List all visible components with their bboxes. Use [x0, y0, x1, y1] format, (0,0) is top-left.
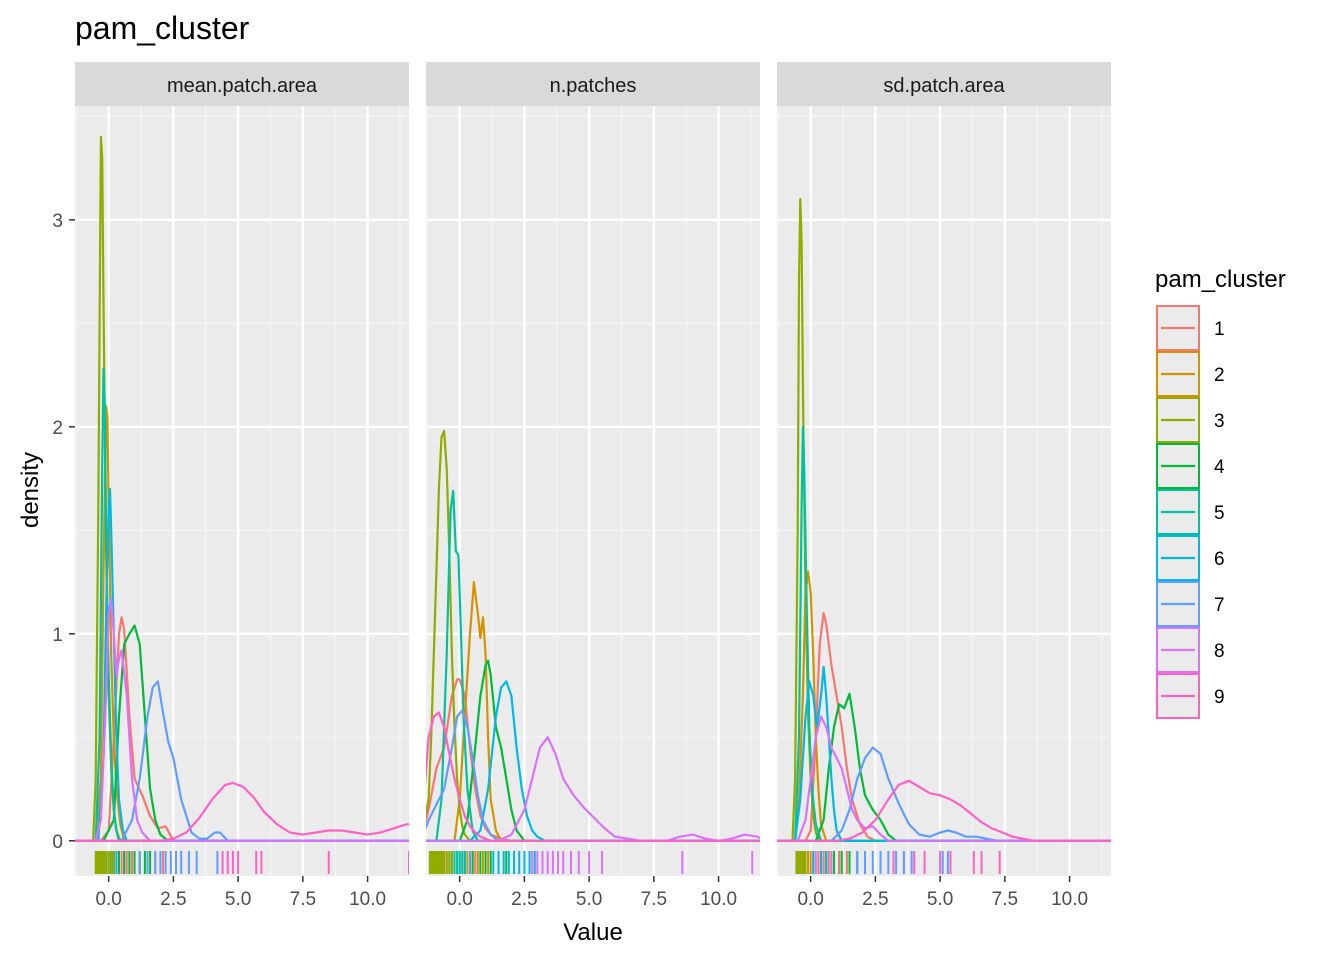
- x-axis-title: Value: [563, 919, 623, 946]
- x-axis-1: 0.0 2.5 5.0 7.5 10.0: [446, 876, 737, 910]
- density-line-cluster-4: [777, 692, 1111, 842]
- density-line-cluster-7: [426, 709, 760, 842]
- density-line-cluster-7: [75, 680, 409, 842]
- y-tick-label: 3: [52, 211, 63, 232]
- x-tick-label: 2.5: [160, 889, 186, 910]
- legend-item-4: 4: [1156, 443, 1225, 489]
- x-tick-label: 0.0: [797, 889, 823, 910]
- density-line-cluster-3: [426, 429, 760, 842]
- panel-marks: [426, 429, 760, 874]
- y-tick-label: 0: [52, 832, 63, 853]
- legend-label: 3: [1214, 411, 1225, 432]
- legend-item-1: 1: [1156, 305, 1225, 351]
- density-line-cluster-3: [777, 198, 1111, 842]
- density-line-cluster-9: [777, 779, 1111, 842]
- x-tick-label: 10.0: [349, 889, 386, 910]
- panel-sd-patch-area: sd.patch.area: [777, 62, 1111, 876]
- x-tick-label: 2.5: [511, 889, 537, 910]
- x-tick-label: 5.0: [225, 889, 251, 910]
- legend-item-5: 5: [1156, 489, 1225, 535]
- panel-n-patches: n.patches: [426, 62, 760, 876]
- density-line-cluster-4: [75, 624, 409, 842]
- x-tick-label: 10.0: [700, 889, 737, 910]
- legend-title: pam_cluster: [1155, 266, 1286, 293]
- density-line-cluster-2: [426, 581, 760, 842]
- x-axes: 0.0 2.5 5.0 7.5 10.0 0.0 2.5 5.0 7.5 10.0 0.0 2.5 5.…: [95, 876, 1088, 910]
- facet-strip: [75, 62, 409, 106]
- density-line-cluster-1: [75, 616, 409, 842]
- rug-marks: [795, 851, 1001, 874]
- density-line-cluster-5: [777, 425, 1111, 842]
- legend-item-3: 3: [1156, 397, 1225, 443]
- density-line-cluster-1: [426, 678, 760, 842]
- legend-item-8: 8: [1156, 627, 1225, 673]
- facet-panels: mean.patch.area n.patches sd.patch.area: [75, 62, 1111, 876]
- density-line-cluster-8: [75, 597, 409, 842]
- legend-label: 6: [1214, 549, 1225, 570]
- facet-strip: [777, 62, 1111, 106]
- x-tick-label: 5.0: [576, 889, 602, 910]
- x-tick-label: 2.5: [862, 889, 888, 910]
- x-tick-label: 7.5: [290, 889, 316, 910]
- density-line-cluster-5: [426, 489, 760, 842]
- legend-item-9: 9: [1156, 673, 1225, 719]
- x-axis-0: 0.0 2.5 5.0 7.5 10.0: [95, 876, 386, 910]
- density-line-cluster-6: [777, 665, 1111, 842]
- facet-strip-label: sd.patch.area: [883, 75, 1005, 97]
- rug-marks: [94, 851, 409, 874]
- density-line-cluster-5: [75, 367, 409, 842]
- x-tick-label: 7.5: [641, 889, 667, 910]
- legend-label: 2: [1214, 365, 1225, 386]
- legend-label: 8: [1214, 641, 1225, 662]
- legend-label: 9: [1214, 687, 1225, 708]
- panel-marks: [777, 198, 1111, 874]
- y-axis: 0 1 2 3: [52, 211, 75, 853]
- y-axis-title: density: [17, 452, 44, 528]
- panel-background: [777, 106, 1111, 876]
- facet-strip-label: n.patches: [550, 75, 637, 97]
- x-tick-label: 5.0: [927, 889, 953, 910]
- rug-marks: [428, 851, 754, 874]
- density-line-cluster-9: [426, 711, 760, 842]
- x-tick-label: 0.0: [95, 889, 121, 910]
- panel-marks: [75, 135, 409, 874]
- legend-label: 1: [1214, 319, 1225, 340]
- facet-strip-label: mean.patch.area: [167, 75, 318, 97]
- gridlines: [777, 106, 1111, 876]
- y-tick-label: 2: [52, 418, 63, 439]
- panel-background: [426, 106, 760, 876]
- legend-label: 4: [1214, 457, 1225, 478]
- density-line-cluster-4: [426, 659, 760, 842]
- x-tick-label: 7.5: [992, 889, 1018, 910]
- panel-background: [75, 106, 409, 876]
- legend-item-7: 7: [1156, 581, 1225, 627]
- facet-strip: [426, 62, 760, 106]
- density-line-cluster-9: [75, 781, 409, 842]
- chart-title: pam_cluster: [75, 10, 250, 46]
- legend-label: 7: [1214, 595, 1225, 616]
- x-tick-label: 0.0: [446, 889, 472, 910]
- x-axis-2: 0.0 2.5 5.0 7.5 10.0: [797, 876, 1088, 910]
- legend-label: 5: [1214, 503, 1225, 524]
- legend-item-2: 2: [1156, 351, 1225, 397]
- legend: pam_cluster 1 2 3 4 5 6 7 8 9: [1155, 266, 1286, 719]
- panel-mean-patch-area: mean.patch.area: [75, 62, 409, 876]
- density-line-cluster-8: [777, 715, 1111, 842]
- y-tick-label: 1: [52, 625, 63, 646]
- legend-item-6: 6: [1156, 535, 1225, 581]
- density-line-cluster-7: [777, 746, 1111, 842]
- x-tick-label: 10.0: [1051, 889, 1088, 910]
